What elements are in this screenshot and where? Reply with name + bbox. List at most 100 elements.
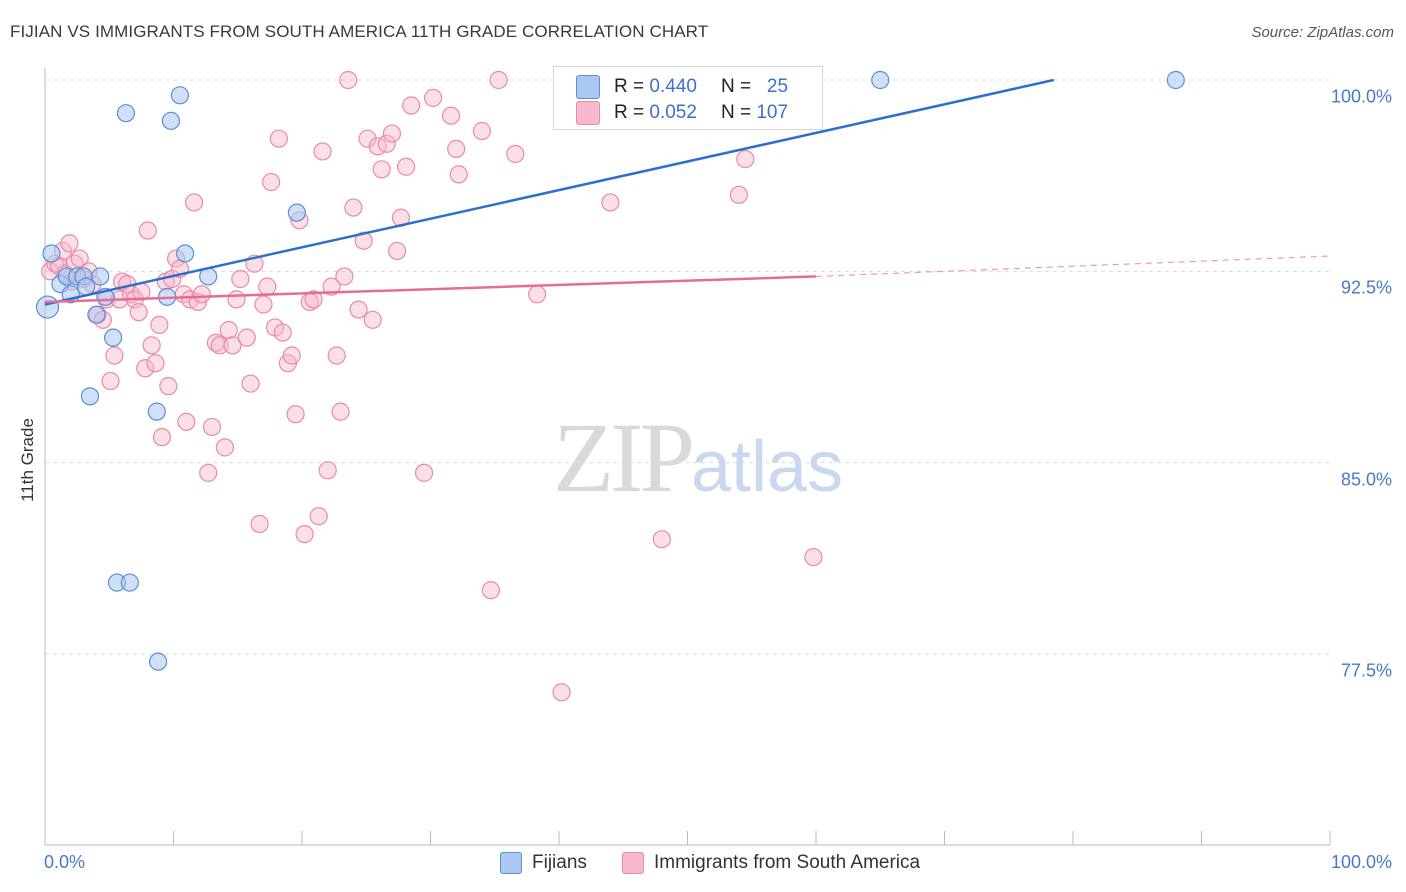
- immigrants-point-48: [227, 290, 246, 309]
- legend-n-value-immigrants: 107: [756, 102, 789, 123]
- axes: [44, 68, 1331, 846]
- immigrants-point-41: [199, 463, 218, 482]
- immigrants-point-87: [402, 96, 421, 115]
- immigrants-point-24: [136, 359, 155, 378]
- immigrants-trend-extension: [815, 255, 1331, 278]
- immigrants-point-67: [309, 507, 328, 526]
- bottom-legend-swatch-fijians: [500, 852, 522, 874]
- immigrants-point-42: [202, 417, 222, 437]
- immigrants-point-8: [70, 249, 89, 268]
- immigrants-point-53: [250, 514, 269, 533]
- immigrants-point-91: [447, 139, 466, 158]
- immigrants-point-22: [129, 303, 148, 322]
- immigrants-point-72: [331, 402, 350, 421]
- immigrants-point-78: [358, 129, 377, 148]
- bottom-legend-label-fijians: Fijians: [532, 852, 587, 873]
- immigrants-point-84: [387, 241, 407, 261]
- legend-r-value-immigrants: 0.052: [649, 102, 697, 123]
- immigrants-point-76: [349, 300, 368, 319]
- immigrants-point-27: [146, 354, 165, 373]
- immigrants-point-90: [441, 106, 461, 125]
- bottom-legend-immigrants: Immigrants from South America: [622, 852, 920, 874]
- fijians-point-1: [42, 244, 61, 263]
- immigrants-point-101: [729, 185, 749, 204]
- fijians-point-17: [148, 652, 168, 671]
- immigrants-point-98: [552, 683, 571, 702]
- immigrants-point-51: [241, 374, 260, 393]
- fijians-point-16: [147, 402, 166, 421]
- immigrants-point-28: [150, 315, 169, 335]
- watermark-atlas: atlas: [691, 427, 844, 507]
- immigrants-point-64: [295, 524, 314, 544]
- immigrants-point-45: [215, 438, 234, 457]
- immigrants-point-95: [489, 70, 508, 90]
- fijians-point-10: [91, 267, 110, 286]
- immigrants-point-47: [223, 336, 242, 355]
- fijians-trend-line: [44, 78, 1054, 306]
- immigrants-point-100: [652, 530, 671, 549]
- fijians-point-20: [170, 86, 190, 105]
- immigrants-point-15: [101, 371, 120, 391]
- immigrants-point-102: [736, 149, 755, 169]
- bottom-legend-swatch-immigrants: [622, 852, 644, 874]
- immigrants-point-86: [396, 157, 416, 176]
- fijians-point-12: [104, 328, 123, 347]
- immigrants-point-36: [177, 412, 196, 431]
- immigrants-point-49: [231, 269, 250, 289]
- fijians-point-15: [120, 573, 139, 592]
- immigrants-point-58: [269, 129, 288, 148]
- immigrants-point-94: [481, 581, 500, 600]
- legend-row-immigrants: R = 0.052 N = 107: [576, 101, 788, 125]
- legend-n-label: N =: [720, 102, 752, 123]
- immigrants-point-31: [159, 377, 178, 396]
- immigrants-point-25: [138, 221, 157, 240]
- immigrants-point-29: [152, 428, 172, 447]
- immigrants-point-83: [382, 124, 402, 143]
- immigrants-point-92: [449, 165, 468, 184]
- immigrants-point-103: [804, 547, 823, 567]
- immigrants-point-62: [286, 405, 305, 424]
- fijians-point-0: [35, 295, 60, 319]
- immigrants-point-61: [282, 346, 301, 365]
- legend-n-label: N =: [720, 76, 752, 97]
- correlation-legend: R = 0.440 N = 25 R = 0.052 N = 107: [553, 66, 823, 130]
- series-immigrants-points: [41, 70, 823, 702]
- legend-r-label: R =: [614, 76, 645, 97]
- immigrants-point-79: [363, 310, 382, 329]
- immigrants-point-97: [528, 285, 547, 304]
- fijians-point-14: [116, 104, 136, 123]
- immigrants-point-55: [258, 277, 277, 296]
- fijians-point-21: [175, 244, 195, 263]
- zipatlas-watermark: ZIPatlas: [553, 400, 843, 515]
- y-tick-label-1: 92.5%: [1340, 277, 1392, 298]
- immigrants-point-77: [354, 231, 373, 250]
- immigrants-point-73: [335, 267, 354, 286]
- immigrants-point-40: [192, 285, 211, 304]
- y-axis-label: 11th Grade: [18, 418, 37, 502]
- fijians-point-25: [1166, 70, 1185, 90]
- y-tick-label-0: 100.0%: [1330, 86, 1392, 107]
- bottom-legend-fijians: Fijians: [500, 852, 587, 874]
- immigrants-point-44: [210, 336, 229, 355]
- legend-swatch-fijians: [576, 75, 600, 99]
- legend-swatch-immigrants: [576, 101, 600, 125]
- y-tick-label-2: 85.0%: [1340, 469, 1392, 490]
- immigrants-point-69: [318, 461, 337, 480]
- fijians-point-9: [87, 305, 106, 324]
- fijians-point-23: [287, 203, 306, 222]
- immigrants-point-74: [339, 70, 358, 90]
- source-credit: Source: ZipAtlas.com: [1251, 24, 1394, 41]
- immigrants-point-89: [423, 88, 443, 107]
- fijians-point-7: [77, 277, 96, 296]
- x-tick-label-max: 100.0%: [1330, 852, 1392, 872]
- immigrants-point-54: [254, 295, 273, 314]
- immigrants-point-50: [237, 328, 256, 347]
- chart-title: FIJIAN VS IMMIGRANTS FROM SOUTH AMERICA …: [10, 22, 709, 41]
- immigrants-point-93: [472, 121, 491, 141]
- immigrants-point-56: [262, 172, 281, 192]
- immigrants-point-26: [142, 336, 161, 355]
- immigrants-point-88: [414, 463, 434, 482]
- fijians-point-19: [161, 111, 181, 130]
- watermark-zip: ZIP: [553, 402, 695, 513]
- legend-r-value-fijians: 0.440: [649, 76, 697, 97]
